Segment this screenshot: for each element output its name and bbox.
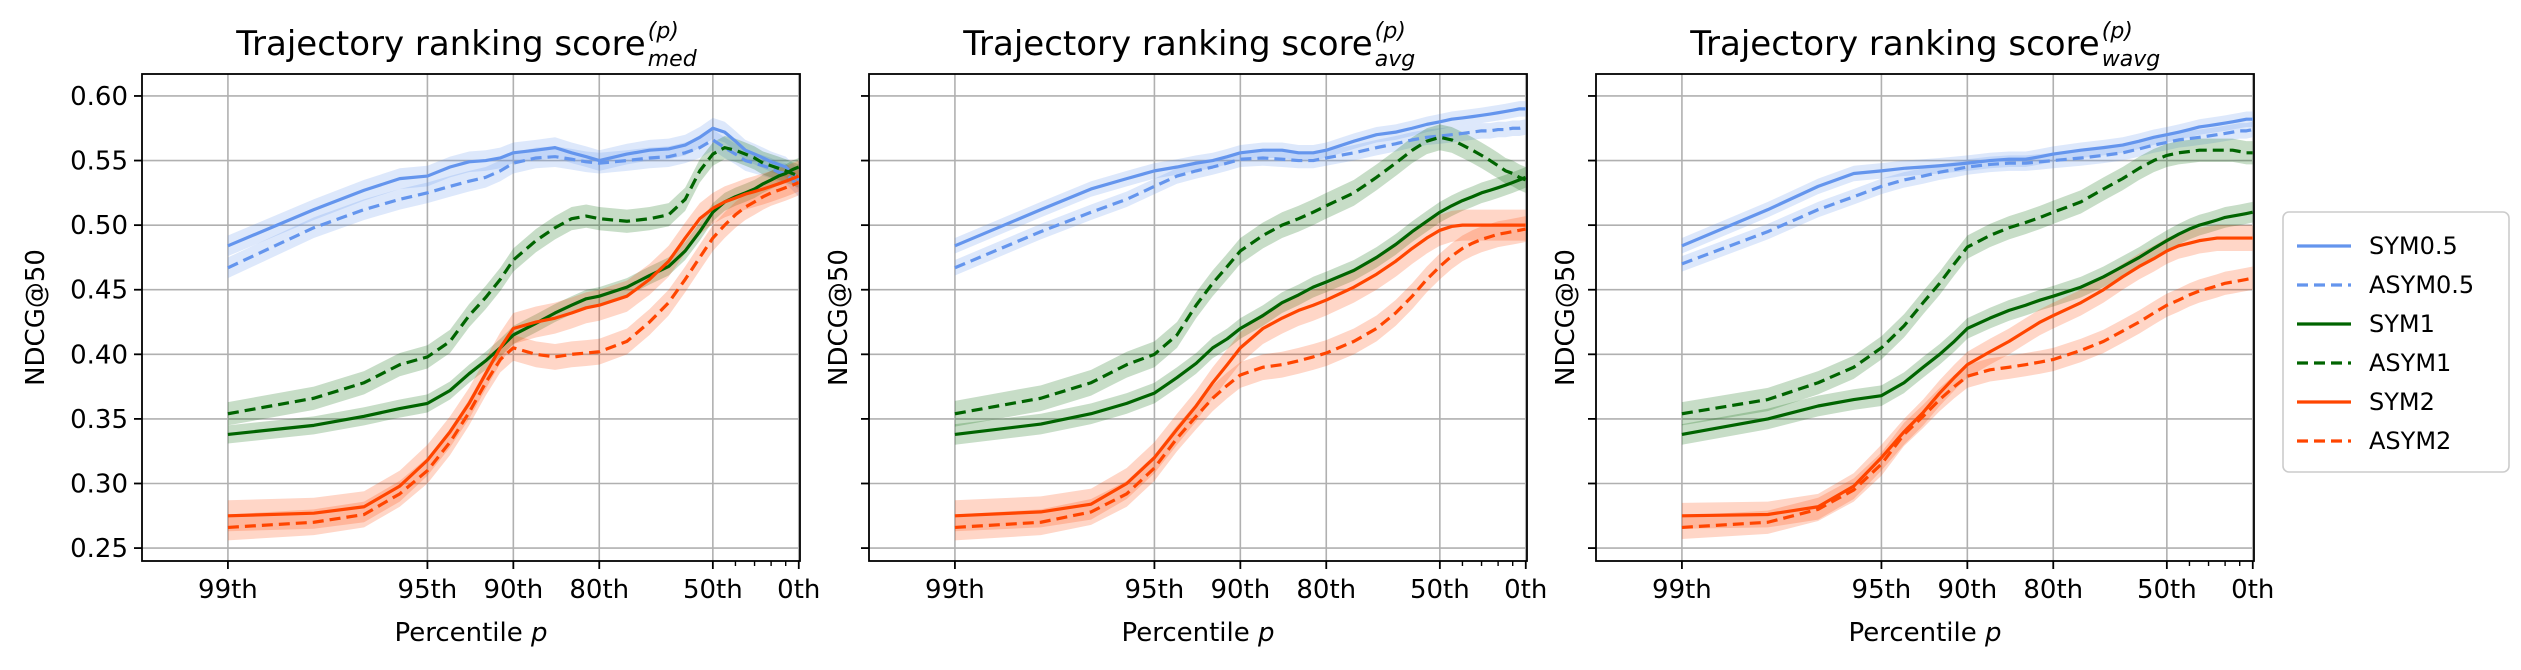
x-tick-label: 90th — [1210, 575, 1270, 605]
x-tick-label: 80th — [1296, 575, 1356, 605]
chart-title-subscript: med — [648, 47, 698, 72]
y-tick-label: 0.55 — [70, 147, 128, 177]
confidence-band-asym2 — [227, 169, 799, 541]
confidence-band-asym0.5 — [227, 129, 799, 279]
confidence-band-sym1 — [1681, 201, 2253, 445]
confidence-band-sym0.5 — [227, 117, 799, 257]
x-tick-label: 50th — [2137, 575, 2197, 605]
confidence-band-sym2 — [227, 160, 799, 532]
x-axis-label-variable: p — [1257, 618, 1275, 648]
confidence-band-asym1 — [954, 124, 1526, 427]
series-line-asym0.5 — [227, 138, 800, 270]
legend-box — [2282, 211, 2510, 473]
y-axis-label: NDCG@50 — [1551, 249, 1581, 386]
series-line-sym1 — [227, 165, 800, 437]
plot-frame — [141, 73, 801, 562]
y-tick-label: 0.35 — [70, 405, 128, 435]
confidence-band-sym2 — [1681, 225, 2253, 529]
chart-title-superscript: (p) — [2102, 19, 2133, 44]
y-tick-label: 0.45 — [70, 276, 128, 306]
chart-panel-avg: 99th 95th 90th 80th 50th 0th Trajectory rankin… — [824, 19, 1547, 648]
y-axis-label: NDCG@50 — [21, 249, 51, 386]
legend-label-sym2: SYM2 — [2369, 388, 2435, 416]
series-line-sym2 — [1681, 236, 2253, 518]
x-axis-label-variable: p — [530, 618, 548, 648]
chart-title-superscript: (p) — [648, 19, 679, 44]
confidence-band-asym1 — [227, 136, 799, 426]
chart-title-subscript: avg — [1375, 47, 1416, 72]
legend-label-asym2: ASYM2 — [2369, 427, 2451, 455]
series-line-asym0.5 — [1681, 127, 2254, 266]
legend: SYM0.5 ASYM0.5 SYM1 ASYM1 SYM2 ASYM2 — [2282, 211, 2510, 473]
x-tick-label: 0th — [1504, 575, 1547, 605]
legend-label-sym0.5: SYM0.5 — [2369, 232, 2458, 260]
confidence-band-sym2 — [954, 209, 1526, 532]
confidence-band-sym1 — [227, 157, 799, 444]
x-tick-label: 80th — [569, 575, 629, 605]
series-line-sym1 — [954, 175, 1527, 436]
x-tick-label: 90th — [1937, 575, 1997, 605]
x-tick-label: 0th — [2231, 575, 2274, 605]
series-line-asym1 — [954, 135, 1527, 416]
series-line-asym0.5 — [954, 125, 1527, 270]
confidence-band-asym2 — [1681, 266, 2253, 540]
x-axis-label: Percentile p — [1121, 618, 1274, 648]
x-tick-label: 95th — [1852, 575, 1912, 605]
legend-label-asym1: ASYM1 — [2369, 349, 2451, 377]
x-tick-label: 80th — [2023, 575, 2083, 605]
chart-panel-wavg: 99th 95th 90th 80th 50th 0th Trajectory rankin… — [1551, 19, 2274, 648]
confidence-band-sym1 — [954, 167, 1526, 445]
chart-title: Trajectory ranking score — [1689, 24, 2099, 64]
x-axis-label: Percentile p — [394, 618, 547, 648]
series-line-asym2 — [227, 181, 800, 530]
chart-panel-med: 0.25 0.30 0.35 0.40 0.45 0.50 0.55 0.60 99th 95th… — [21, 19, 820, 648]
plot-frame — [1595, 73, 2255, 562]
confidence-band-sym0.5 — [954, 101, 1526, 254]
series-line-asym2 — [954, 227, 1527, 530]
x-tick-label: 99th — [925, 575, 985, 605]
series-line-sym2 — [954, 223, 1526, 518]
series-line-asym1 — [1681, 148, 2253, 416]
confidence-band-asym0.5 — [1681, 121, 2253, 272]
y-tick-label: 0.40 — [70, 340, 128, 370]
x-axis-label: Percentile p — [1848, 618, 2001, 648]
plot-frame — [868, 73, 1528, 562]
series-line-sym2 — [227, 174, 800, 518]
y-axis-label: NDCG@50 — [824, 249, 854, 386]
x-tick-label: 50th — [683, 575, 743, 605]
series-line-asym1 — [227, 146, 800, 416]
chart-title-subscript: wavg — [2102, 47, 2160, 72]
x-tick-label: 99th — [1652, 575, 1712, 605]
confidence-band-asym2 — [954, 216, 1526, 541]
x-tick-label: 90th — [483, 575, 543, 605]
series-line-sym0.5 — [1681, 117, 2253, 248]
y-tick-label: 0.50 — [70, 211, 128, 241]
chart-title: Trajectory ranking score — [235, 24, 645, 64]
y-tick-label: 0.60 — [70, 82, 128, 112]
x-tick-label: 95th — [398, 575, 458, 605]
series-line-sym0.5 — [954, 107, 1526, 248]
x-tick-label: 50th — [1410, 575, 1470, 605]
x-tick-label: 99th — [198, 575, 258, 605]
x-tick-label: 0th — [777, 575, 820, 605]
chart-title: Trajectory ranking score — [962, 24, 1372, 64]
legend-label-asym0.5: ASYM0.5 — [2369, 271, 2474, 299]
confidence-band-asym1 — [1681, 138, 2253, 426]
panels: 0.25 0.30 0.35 0.40 0.45 0.50 0.55 0.60 99th 95th… — [21, 19, 2274, 648]
chart-title-superscript: (p) — [1375, 19, 1406, 44]
series-line-sym1 — [1681, 210, 2254, 436]
y-tick-label: 0.30 — [70, 469, 128, 499]
legend-label-sym1: SYM1 — [2369, 310, 2435, 338]
confidence-band-asym0.5 — [954, 119, 1526, 276]
x-axis-label-variable: p — [1984, 618, 2002, 648]
x-tick-label: 95th — [1125, 575, 1185, 605]
series-line-sym0.5 — [227, 126, 800, 248]
y-tick-label: 0.25 — [70, 534, 128, 564]
